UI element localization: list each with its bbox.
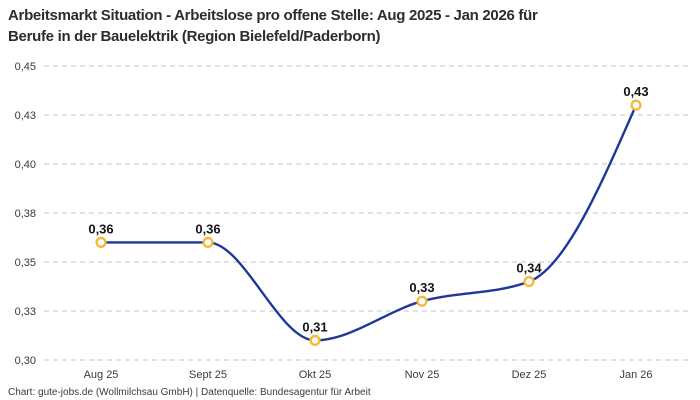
y-tick-label: 0,40 — [15, 159, 36, 171]
series-line — [99, 104, 638, 342]
x-tick-label: Nov 25 — [405, 369, 440, 381]
data-point-label: 0,36 — [195, 221, 220, 236]
chart-footer: Chart: gute-jobs.de (Wollmilchsau GmbH) … — [8, 387, 371, 398]
x-tick-label: Sept 25 — [189, 369, 227, 381]
chart-title: Arbeitsmarkt Situation - Arbeitslose pro… — [8, 5, 538, 47]
data-point-marker — [202, 236, 214, 249]
data-point-marker — [630, 99, 642, 111]
data-point-marker — [95, 236, 107, 249]
y-tick-label: 0,30 — [15, 355, 36, 367]
y-tick-label: 0,35 — [15, 257, 36, 269]
data-point-marker — [523, 276, 535, 288]
chart-title-line1: Arbeitsmarkt Situation - Arbeitslose pro… — [8, 7, 538, 24]
x-tick-label: Jan 26 — [619, 369, 652, 381]
y-tick-label: 0,33 — [15, 306, 36, 318]
chart-title-line2: Berufe in der Bauelektrik (Region Bielef… — [8, 28, 381, 45]
data-point-label: 0,43 — [623, 84, 648, 99]
x-tick-label: Okt 25 — [299, 369, 331, 381]
data-point-label: 0,36 — [88, 221, 113, 236]
x-tick-label: Aug 25 — [84, 369, 119, 381]
y-tick-label: 0,45 — [15, 61, 36, 73]
data-point-marker — [309, 334, 321, 347]
x-tick-label: Dez 25 — [512, 369, 547, 381]
y-tick-label: 0,43 — [15, 110, 36, 122]
data-point-label: 0,33 — [409, 280, 434, 295]
data-point-marker — [416, 295, 428, 307]
data-point-label: 0,34 — [516, 261, 542, 276]
data-point-label: 0,31 — [302, 319, 327, 334]
y-tick-label: 0,38 — [15, 208, 36, 220]
